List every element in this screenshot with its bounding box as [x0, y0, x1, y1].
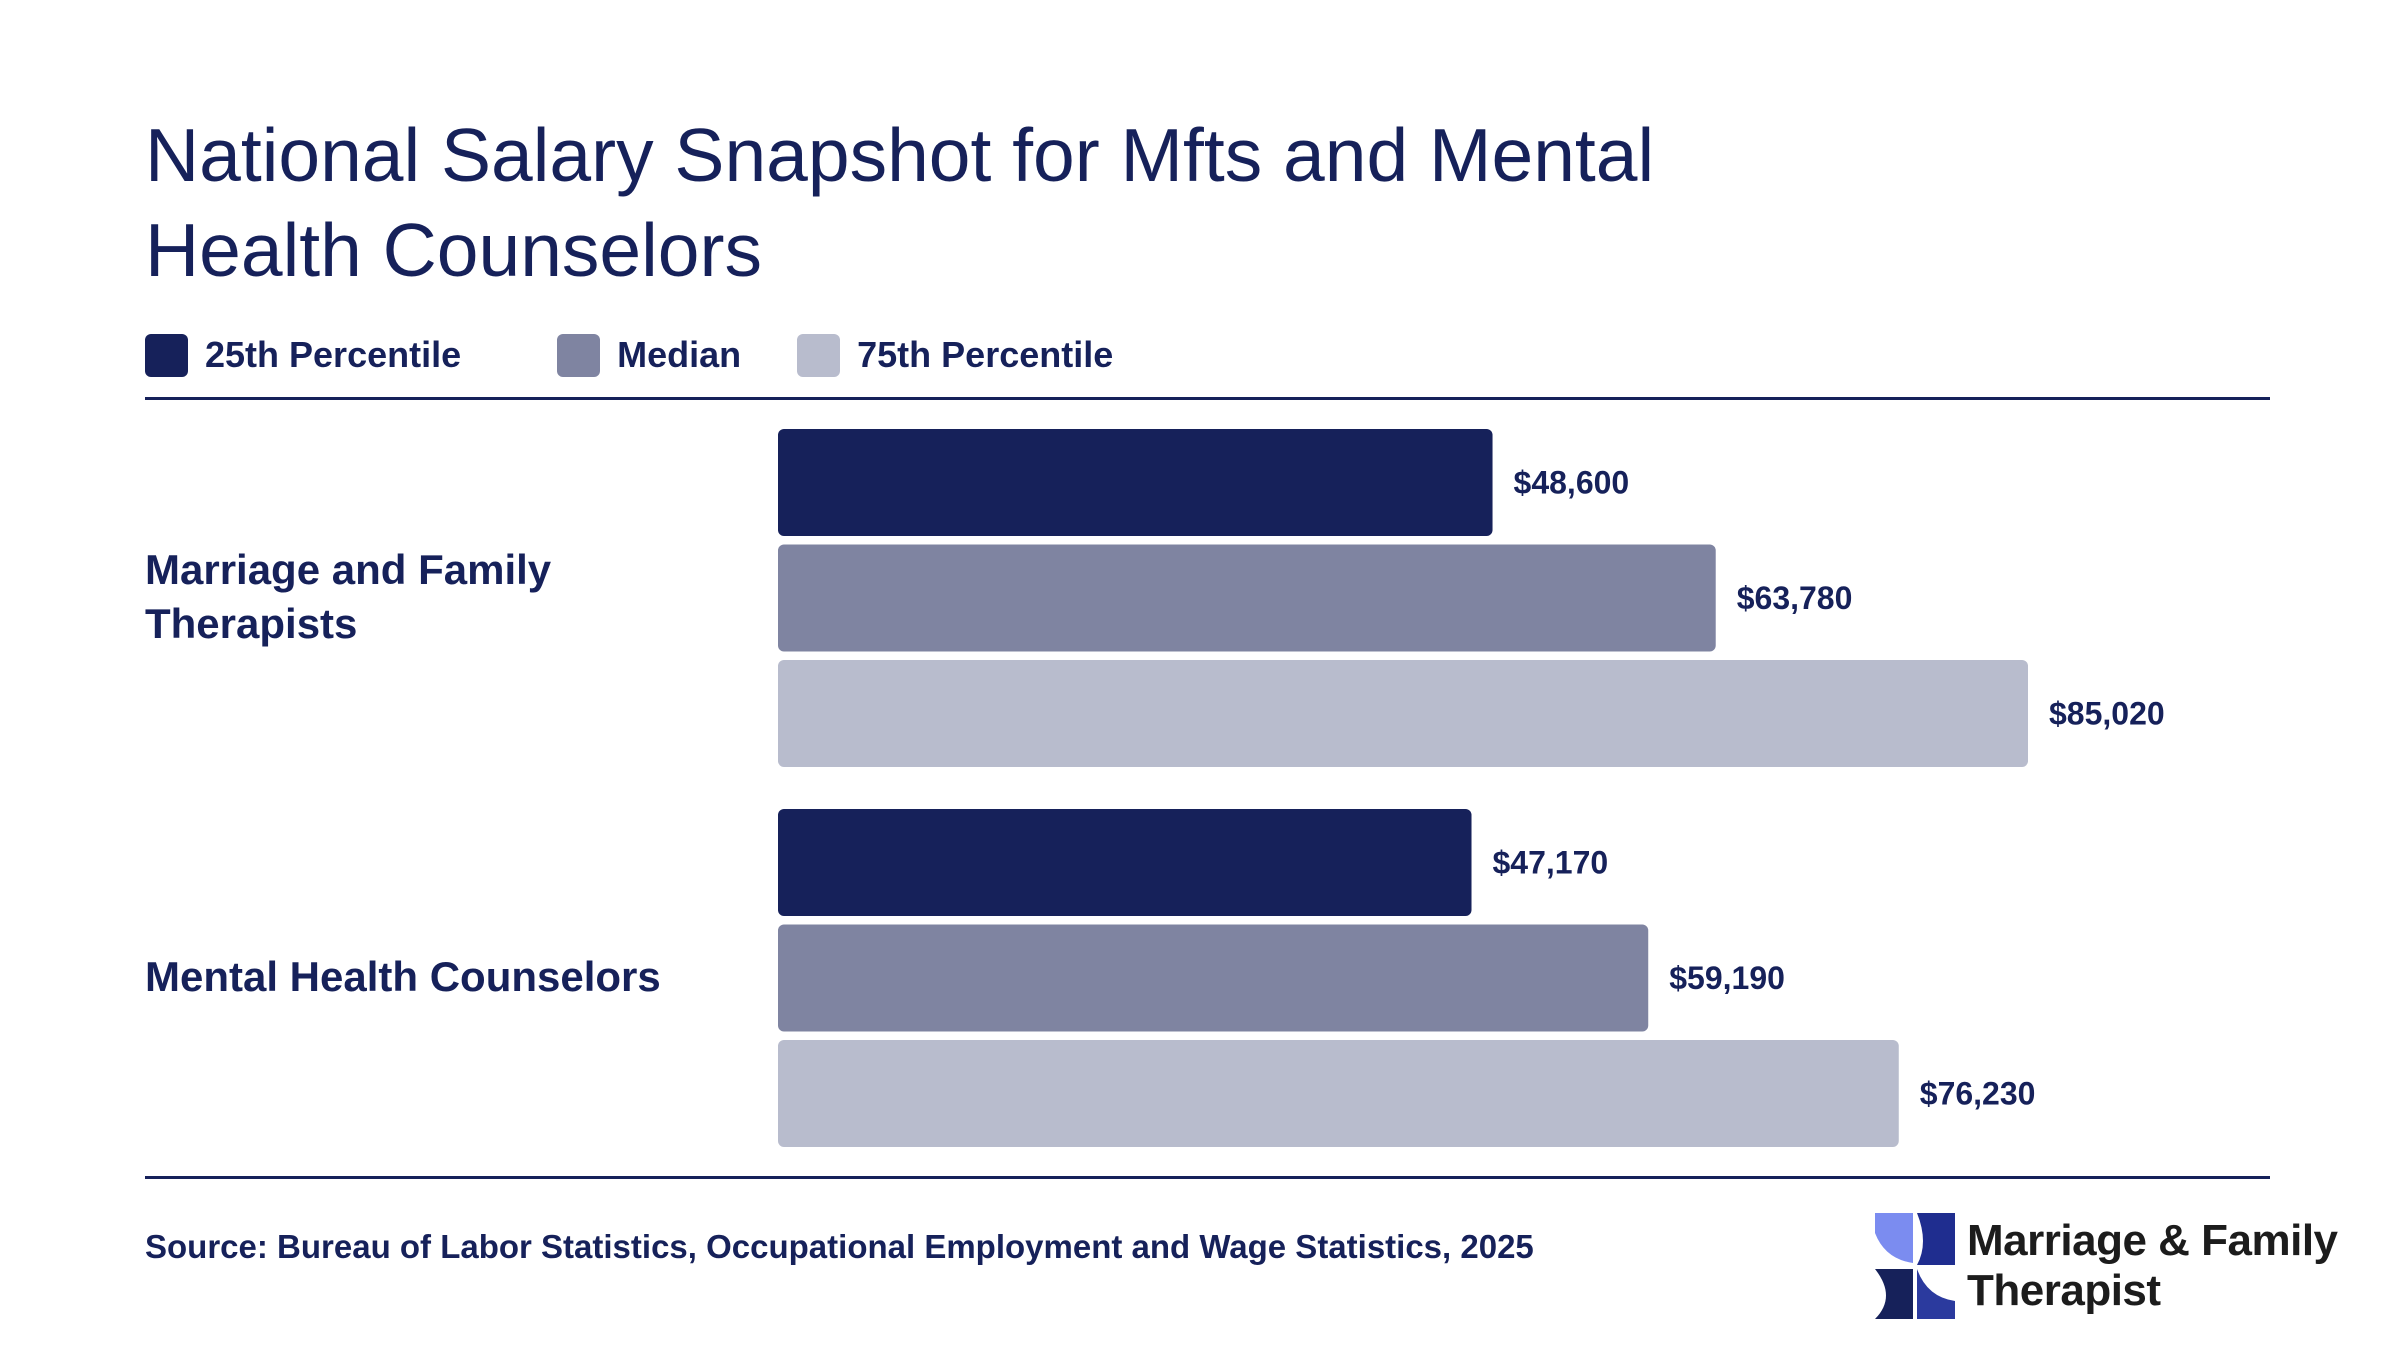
value-label-mhc-25th: $47,170 [1493, 845, 1609, 881]
value-label-mft-median: $63,780 [1737, 580, 1853, 616]
bar-mft-median [778, 544, 1716, 652]
legend-label-median: Median [617, 334, 742, 375]
legend-label-75th: 75th Percentile [857, 334, 1114, 375]
bar-mhc-25th [778, 809, 1472, 916]
bar-mhc-75th [778, 1040, 1899, 1147]
value-label-mft-75th: $85,020 [2049, 696, 2165, 732]
logo-mark-icon [1875, 1213, 1955, 1319]
value-label-mhc-75th: $76,230 [1920, 1076, 2036, 1112]
legend: 25th Percentile Median 75th Percentile [145, 332, 1209, 378]
chart-title: National Salary Snapshot for Mfts and Me… [145, 113, 1655, 292]
category-label-mhc: Mental Health Counselors [145, 953, 661, 1000]
legend-swatch-75th [797, 333, 841, 377]
value-label-mhc-median: $59,190 [1669, 960, 1785, 996]
legend-item-75th: 75th Percentile [797, 333, 1114, 377]
legend-item-median: Median [557, 333, 742, 377]
logo-line1: Marriage & Family [1967, 1216, 2338, 1265]
bottom-divider [145, 1176, 2270, 1179]
legend-swatch-median [557, 333, 601, 377]
logo-line2: Therapist [1967, 1266, 2161, 1315]
source-note: Source: Bureau of Labor Statistics, Occu… [145, 1228, 1534, 1265]
legend-swatch-25th [145, 333, 188, 377]
bar-mft-25th [778, 429, 1493, 536]
logo-wordmark: Marriage & Family Therapist [1967, 1216, 2338, 1316]
category-label-mft: Marriage and Family Therapists [145, 546, 552, 647]
legend-item-25th: 25th Percentile [145, 333, 462, 377]
brand-logo: Marriage & Family Therapist [1875, 1213, 2338, 1319]
value-label-mft-25th: $48,600 [1514, 465, 1630, 501]
bar-mft-75th [778, 660, 2028, 767]
top-divider [145, 397, 2270, 400]
legend-label-25th: 25th Percentile [205, 334, 462, 375]
bar-mhc-median [778, 924, 1649, 1032]
